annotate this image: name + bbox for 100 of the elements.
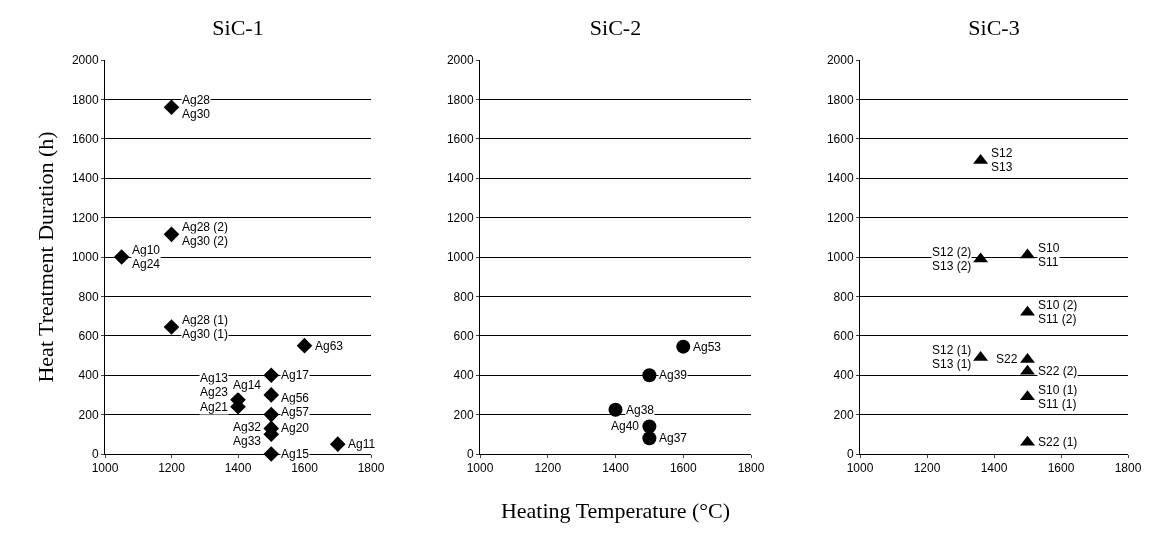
annotation: S22 (1) bbox=[1038, 435, 1078, 449]
chart-title: SiC-2 bbox=[589, 15, 642, 41]
x-axis-title: Heating Temperature (°C) bbox=[500, 498, 731, 524]
y-tick-label: 1800 bbox=[446, 92, 474, 107]
chart-title: SiC-3 bbox=[968, 15, 1020, 41]
x-tick-label: 1000 bbox=[91, 461, 119, 476]
annotation: S13 bbox=[991, 160, 1013, 174]
annotation: S11 (2) bbox=[1038, 312, 1077, 326]
y-tick-label: 600 bbox=[78, 329, 99, 343]
point bbox=[642, 419, 657, 434]
annotation: Ag38 bbox=[626, 403, 655, 417]
annotation: Ag24 bbox=[132, 257, 161, 271]
y-tick-label: 1200 bbox=[71, 210, 99, 225]
annotation: Ag21 bbox=[200, 400, 229, 414]
annotation: Ag14 bbox=[233, 378, 262, 392]
chart-title: SiC-1 bbox=[212, 15, 264, 41]
y-tick-label: 200 bbox=[453, 407, 474, 422]
point bbox=[642, 368, 657, 383]
y-tick-label: 2000 bbox=[826, 53, 854, 68]
point bbox=[676, 339, 691, 354]
x-tick-label: 1800 bbox=[357, 461, 385, 476]
x-tick-label: 1200 bbox=[534, 461, 562, 476]
x-tick-label: 1400 bbox=[224, 461, 252, 476]
y-tick-label: 1600 bbox=[446, 132, 474, 146]
y-tick-label: 2000 bbox=[446, 53, 474, 68]
point bbox=[296, 337, 313, 354]
annotation: S12 bbox=[991, 146, 1013, 160]
annotation: Ag28 bbox=[182, 93, 211, 107]
y-tick-label: 400 bbox=[78, 368, 99, 383]
y-tick-label: 1800 bbox=[826, 92, 854, 107]
annotation: Ag57 bbox=[281, 405, 310, 419]
annotation: S13 (2) bbox=[932, 259, 972, 273]
point bbox=[263, 406, 280, 423]
annotation: Ag32 bbox=[233, 420, 262, 434]
y-tick-label: 1600 bbox=[826, 132, 854, 146]
annotation: Ag17 bbox=[281, 368, 310, 382]
y-tick-label: 1600 bbox=[71, 132, 99, 146]
annotation: Ag33 bbox=[233, 434, 262, 448]
annotation: Ag10 bbox=[132, 243, 161, 257]
annotation: Ag40 bbox=[611, 419, 640, 433]
y-tick-label: 400 bbox=[833, 368, 854, 383]
point bbox=[163, 319, 180, 335]
y-tick-label: 0 bbox=[91, 447, 99, 462]
x-tick-label: 1800 bbox=[1114, 461, 1142, 476]
y-tick-label: 1000 bbox=[71, 250, 99, 265]
x-tick-label: 1200 bbox=[158, 461, 186, 476]
annotation: Ag30 bbox=[182, 107, 211, 121]
annotation: Ag11 bbox=[348, 437, 376, 451]
point bbox=[642, 431, 657, 446]
annotation: S22 bbox=[996, 352, 1018, 366]
x-tick-label: 1000 bbox=[466, 461, 494, 476]
y-tick-label: 800 bbox=[78, 289, 99, 304]
y-tick-label: 1400 bbox=[826, 171, 854, 186]
y-tick-label: 800 bbox=[453, 289, 474, 304]
annotation: Ag13 bbox=[200, 371, 229, 385]
annotation: Ag30 (1) bbox=[182, 327, 229, 341]
annotation: Ag56 bbox=[281, 391, 310, 405]
point bbox=[263, 367, 280, 383]
y-tick-label: 0 bbox=[466, 447, 474, 462]
annotation: S13 (1) bbox=[932, 357, 972, 371]
y-tick-label: 2000 bbox=[71, 53, 99, 68]
annotation: Ag23 bbox=[200, 385, 229, 399]
y-tick-label: 1200 bbox=[826, 210, 854, 225]
x-tick-label: 1800 bbox=[737, 461, 765, 476]
annotation: Ag63 bbox=[315, 339, 344, 353]
annotation: Ag15 bbox=[281, 447, 310, 461]
y-tick-label: 200 bbox=[78, 407, 99, 422]
annotation: S10 (1) bbox=[1038, 383, 1078, 397]
annotation: S22 (2) bbox=[1038, 364, 1078, 378]
point bbox=[113, 249, 130, 265]
point bbox=[608, 402, 623, 417]
point bbox=[163, 226, 180, 243]
y-tick-label: 200 bbox=[833, 407, 854, 422]
annotation: Ag30 (2) bbox=[182, 234, 229, 248]
annotation: S10 bbox=[1038, 241, 1060, 255]
annotation: S12 (2) bbox=[932, 245, 972, 259]
annotation: S12 (1) bbox=[932, 343, 972, 357]
annotation: S11 bbox=[1038, 255, 1059, 269]
x-tick-label: 1400 bbox=[602, 461, 630, 476]
annotation: S10 (2) bbox=[1038, 298, 1078, 312]
y-tick-label: 400 bbox=[453, 368, 474, 383]
y-axis-title: Heat Treatment Duration (h) bbox=[32, 131, 58, 383]
annotation: Ag53 bbox=[693, 340, 722, 354]
y-tick-label: 800 bbox=[833, 289, 854, 304]
annotation: Ag39 bbox=[659, 368, 688, 382]
annotation: Ag37 bbox=[659, 431, 688, 445]
point bbox=[329, 436, 346, 452]
y-tick-label: 1000 bbox=[826, 250, 854, 265]
annotation: Ag28 (1) bbox=[182, 313, 229, 327]
point bbox=[263, 387, 280, 403]
x-tick-label: 1600 bbox=[291, 461, 319, 476]
y-tick-label: 1200 bbox=[446, 210, 474, 225]
annotation: Ag28 (2) bbox=[182, 220, 229, 234]
y-tick-label: 1400 bbox=[446, 171, 474, 186]
point bbox=[163, 99, 180, 116]
x-tick-label: 1000 bbox=[846, 461, 874, 476]
x-tick-label: 1600 bbox=[1047, 461, 1075, 476]
y-tick-label: 600 bbox=[833, 329, 854, 343]
y-tick-label: 1400 bbox=[71, 171, 99, 186]
x-tick-label: 1600 bbox=[669, 461, 697, 476]
